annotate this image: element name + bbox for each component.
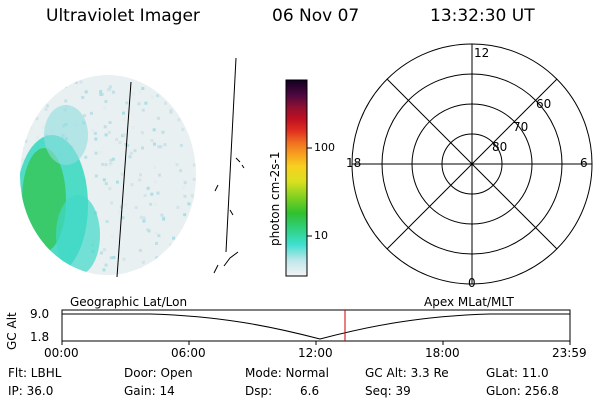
orbit-x-ticks [61,341,571,345]
info-dsp-label: Dsp: [245,384,273,398]
mlt-label-6: 6 [580,156,588,170]
info-filter: Flt: LBHL [8,366,62,380]
lat-label-60: 60 [536,97,552,111]
uvi-earth-image [20,75,196,275]
info-gain: Gain: 14 [124,384,175,398]
colorbar-tick-label-100: 100 [314,141,335,154]
orbit-x-tick-label-0000: 00:00 [44,346,79,360]
polar-grid [351,43,593,285]
imager-title: Ultraviolet Imager [46,6,200,26]
colorbar-tick-label-10: 10 [314,229,328,242]
lat-label-70: 70 [513,120,529,134]
altitude-curve [62,313,570,340]
info-dsp-value: 6.6 [300,384,320,398]
mlt-label-18: 18 [346,156,362,170]
geographic-title: Geographic Lat/Lon [70,295,188,309]
info-door: Door: Open [124,366,193,380]
info-glon: GLon: 256.8 [486,384,559,398]
orbit-panel-frame [61,309,571,342]
orbit-y-axis-label: GC Alt [5,312,19,350]
mlt-label-0: 0 [468,276,476,290]
orbit-x-tick-label-2359: 23:59 [552,346,587,360]
info-ip: IP: 36.0 [8,384,54,398]
date-label: 06 Nov 07 [272,6,360,26]
info-glat: GLat: 11.0 [486,366,549,380]
info-gc-alt: GC Alt: 3.3 Re [365,366,449,380]
orbit-x-tick-label-1800: 18:00 [425,346,460,360]
apex-title: Apex MLat/MLT [424,295,514,309]
orbit-x-tick-label-0600: 06:00 [171,346,206,360]
terminator-line [116,81,132,278]
coastline-fragments [213,157,245,274]
info-mode: Mode: Normal [245,366,329,380]
colorbar-unit-label: photon cm-2s-1 [268,151,282,247]
lat-label-80: 80 [492,140,508,154]
orbit-y-tick-9: 9.0 [30,307,50,321]
mlt-label-12: 12 [474,46,490,60]
orbit-x-tick-label-1200: 12:00 [298,346,333,360]
colorbar [285,79,308,277]
orbit-y-tick-1-8: 1.8 [30,330,50,344]
time-label: 13:32:30 UT [430,6,535,26]
info-seq: Seq: 39 [365,384,411,398]
limb-line [225,57,237,253]
